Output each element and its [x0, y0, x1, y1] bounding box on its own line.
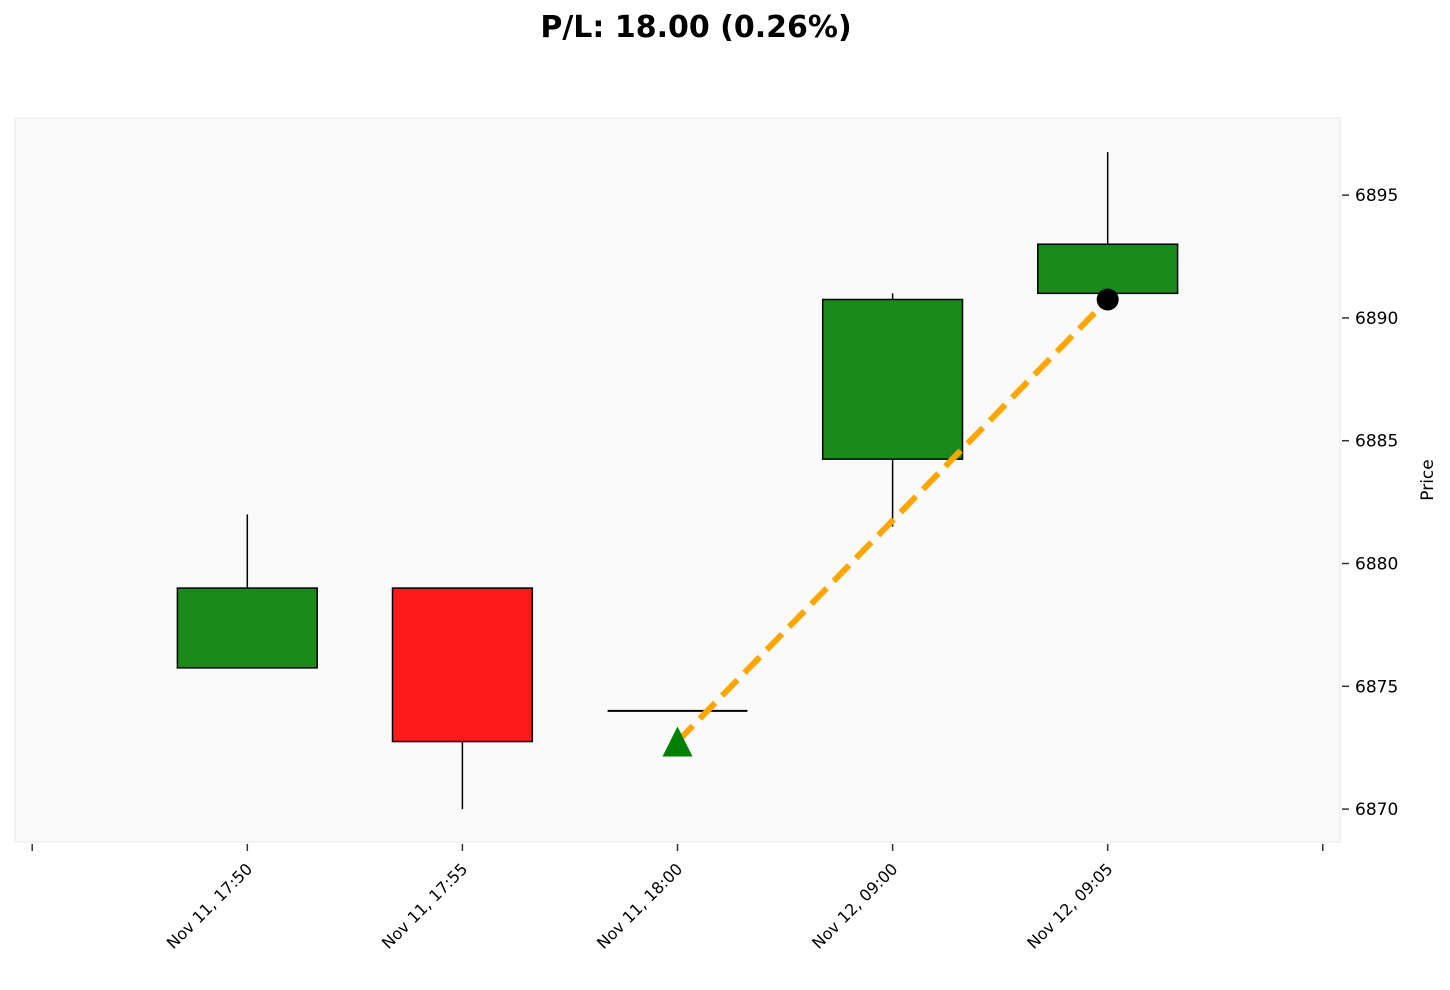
candle-body: [176, 587, 318, 669]
y-tick-label: 6875: [1355, 677, 1398, 697]
plot-area: [14, 117, 1341, 843]
chart-title: P/L: 18.00 (0.26%): [540, 10, 852, 45]
entry-marker: [662, 726, 693, 757]
exit-marker: [1096, 288, 1119, 311]
candle-body: [1037, 243, 1179, 295]
y-tick-label: 6890: [1355, 309, 1398, 329]
x-tick-label: Nov 11, 17:50: [163, 859, 256, 952]
x-tick-label: Nov 12, 09:05: [1023, 859, 1116, 952]
x-tick-label: Nov 11, 17:55: [378, 859, 471, 952]
x-tick-label: Nov 12, 09:00: [808, 859, 901, 952]
y-tick-label: 6885: [1355, 432, 1398, 452]
x-tick-label: Nov 11, 18:00: [593, 859, 686, 952]
y-tick-label: 6895: [1355, 186, 1398, 206]
candle-body: [821, 298, 964, 460]
y-axis-label: Price: [1418, 459, 1438, 500]
candle-body: [391, 587, 534, 743]
trade-line: [675, 297, 1110, 744]
y-tick-label: 6880: [1355, 555, 1398, 575]
y-tick-label: 6870: [1355, 800, 1398, 820]
